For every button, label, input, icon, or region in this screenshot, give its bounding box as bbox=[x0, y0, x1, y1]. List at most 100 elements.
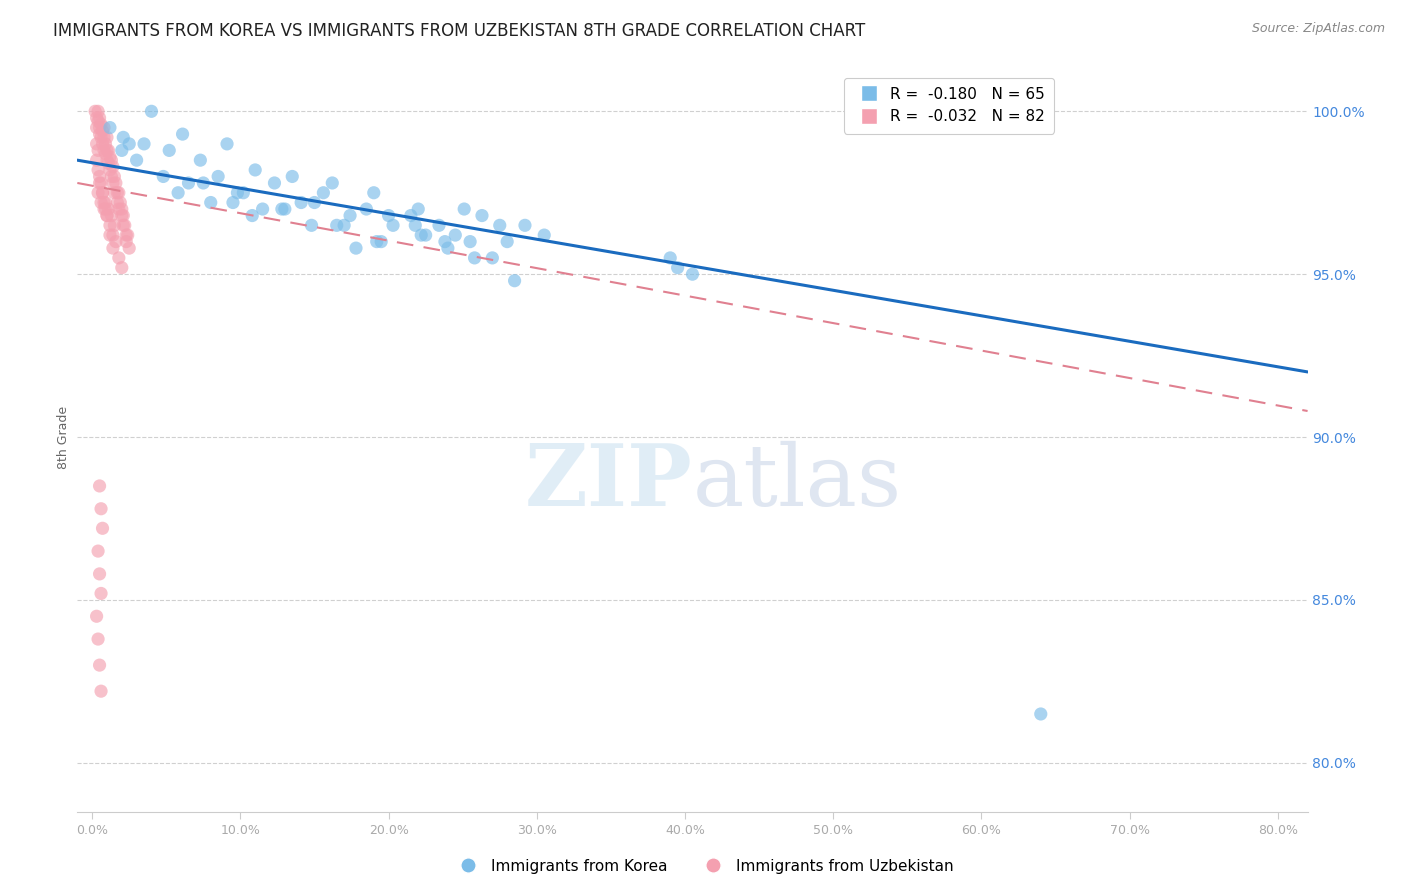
Point bbox=[226, 186, 249, 200]
Point bbox=[97, 202, 120, 216]
Point bbox=[89, 658, 111, 673]
Point bbox=[96, 144, 118, 158]
Point bbox=[304, 195, 326, 210]
Point bbox=[103, 219, 125, 233]
Point bbox=[114, 219, 136, 233]
Point bbox=[110, 195, 132, 210]
Point bbox=[112, 209, 135, 223]
Point bbox=[370, 235, 392, 249]
Point bbox=[415, 228, 437, 243]
Point bbox=[90, 117, 112, 131]
Point bbox=[496, 235, 519, 249]
Point bbox=[1029, 706, 1052, 721]
Point bbox=[458, 235, 481, 249]
Point bbox=[108, 202, 131, 216]
Point bbox=[240, 209, 263, 223]
Point bbox=[117, 228, 139, 243]
Point bbox=[111, 260, 134, 275]
Point bbox=[89, 120, 111, 135]
Point bbox=[103, 169, 125, 184]
Text: ZIP: ZIP bbox=[524, 440, 693, 524]
Point bbox=[453, 202, 475, 216]
Point bbox=[104, 235, 127, 249]
Point bbox=[177, 176, 200, 190]
Point bbox=[167, 186, 190, 200]
Point bbox=[105, 186, 128, 200]
Point bbox=[86, 120, 108, 135]
Point bbox=[263, 176, 285, 190]
Point bbox=[84, 104, 107, 119]
Point bbox=[245, 163, 267, 178]
Point bbox=[86, 153, 108, 168]
Text: Source: ZipAtlas.com: Source: ZipAtlas.com bbox=[1251, 22, 1385, 36]
Point bbox=[111, 202, 134, 216]
Point bbox=[93, 195, 115, 210]
Point bbox=[103, 186, 125, 200]
Point bbox=[290, 195, 312, 210]
Point bbox=[115, 235, 138, 249]
Point bbox=[363, 186, 385, 200]
Point bbox=[344, 241, 367, 255]
Point bbox=[437, 241, 460, 255]
Point bbox=[97, 144, 120, 158]
Point bbox=[91, 124, 114, 138]
Point bbox=[98, 219, 121, 233]
Point bbox=[98, 228, 121, 243]
Point bbox=[90, 501, 112, 516]
Point bbox=[94, 146, 117, 161]
Point bbox=[433, 235, 456, 249]
Point bbox=[91, 521, 114, 535]
Point bbox=[89, 479, 111, 493]
Point bbox=[89, 566, 111, 581]
Point bbox=[152, 169, 174, 184]
Point bbox=[93, 144, 115, 158]
Point bbox=[93, 120, 115, 135]
Point bbox=[274, 202, 297, 216]
Point bbox=[94, 136, 117, 151]
Point bbox=[98, 120, 121, 135]
Point bbox=[118, 136, 141, 151]
Point bbox=[90, 176, 112, 190]
Point bbox=[101, 241, 124, 255]
Point bbox=[87, 144, 110, 158]
Point bbox=[108, 186, 131, 200]
Point bbox=[115, 228, 138, 243]
Point bbox=[325, 219, 347, 233]
Point bbox=[86, 111, 108, 125]
Point bbox=[90, 195, 112, 210]
Point bbox=[333, 219, 356, 233]
Point bbox=[207, 169, 229, 184]
Point bbox=[100, 153, 122, 168]
Point bbox=[427, 219, 450, 233]
Point bbox=[112, 219, 135, 233]
Point bbox=[488, 219, 510, 233]
Point bbox=[112, 130, 135, 145]
Point bbox=[89, 176, 111, 190]
Point bbox=[125, 153, 148, 168]
Point bbox=[377, 209, 399, 223]
Point bbox=[444, 228, 467, 243]
Point bbox=[404, 219, 426, 233]
Point bbox=[89, 169, 111, 184]
Point bbox=[281, 169, 304, 184]
Point bbox=[157, 144, 180, 158]
Point bbox=[411, 228, 433, 243]
Point bbox=[94, 195, 117, 210]
Point bbox=[101, 228, 124, 243]
Point bbox=[93, 130, 115, 145]
Point bbox=[193, 176, 215, 190]
Legend: R =  -0.180   N = 65, R =  -0.032   N = 82: R = -0.180 N = 65, R = -0.032 N = 82 bbox=[844, 78, 1054, 134]
Point bbox=[533, 228, 555, 243]
Point bbox=[101, 176, 124, 190]
Point bbox=[471, 209, 494, 223]
Point bbox=[215, 136, 238, 151]
Point bbox=[382, 219, 405, 233]
Point bbox=[232, 186, 254, 200]
Text: atlas: atlas bbox=[693, 441, 901, 524]
Point bbox=[96, 153, 118, 168]
Point bbox=[100, 209, 122, 223]
Point bbox=[222, 195, 245, 210]
Point bbox=[188, 153, 212, 168]
Point bbox=[101, 160, 124, 174]
Point bbox=[105, 195, 128, 210]
